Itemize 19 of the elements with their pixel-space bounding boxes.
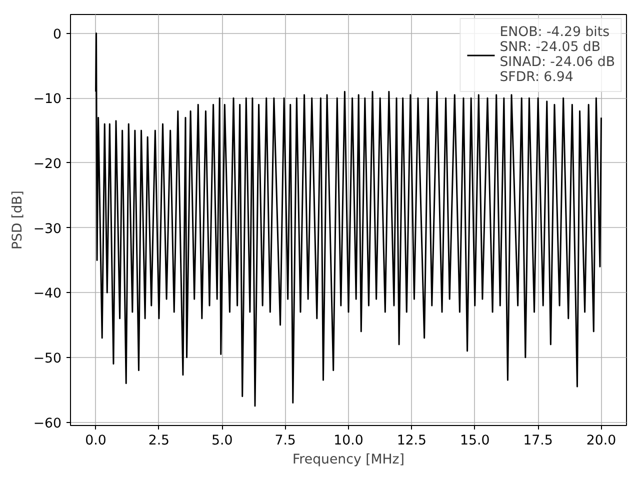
x-tick-label: 0.0 xyxy=(85,434,106,448)
y-tick-label: −30 xyxy=(33,222,62,237)
x-tick-label: 15.0 xyxy=(460,434,490,448)
x-tick-label: 10.0 xyxy=(334,434,364,448)
x-tick-label: 7.5 xyxy=(274,434,296,448)
y-tick-label: −10 xyxy=(33,92,62,108)
y-tick-label: −40 xyxy=(33,286,62,302)
x-tick-label: 20.0 xyxy=(586,434,616,448)
y-tick-label: −50 xyxy=(33,351,62,366)
y-tick-label: −60 xyxy=(33,416,62,432)
x-tick-label: 5.0 xyxy=(212,434,233,448)
x-tick-label: 12.5 xyxy=(396,434,427,448)
x-axis-title: Frequency [MHz] xyxy=(292,452,405,468)
x-tick-label: 2.5 xyxy=(148,434,170,448)
x-tick-label: 17.5 xyxy=(523,434,553,448)
y-tick-label: −20 xyxy=(33,156,62,172)
y-axis-title: PSD [dB] xyxy=(10,190,26,250)
y-tick-label: 0 xyxy=(53,27,62,42)
legend-label: ENOB: -4.29 bits SNR: -24.05 dB SINAD: -24.06 dB SFDR: 6.94 xyxy=(500,25,615,85)
